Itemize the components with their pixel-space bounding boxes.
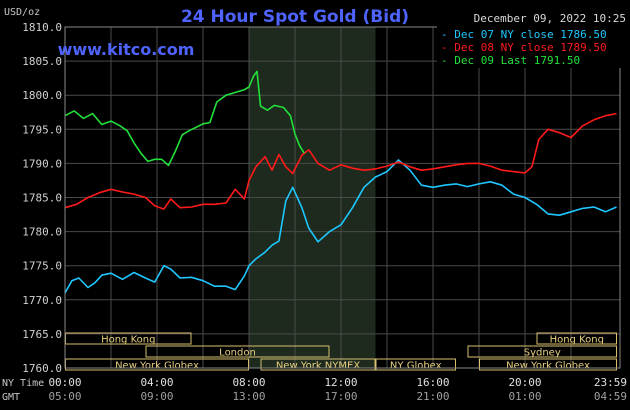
- y-tick-label: 1770.0: [22, 294, 62, 307]
- watermark: www.kitco.com: [58, 40, 195, 59]
- session-box: [467, 345, 617, 358]
- x-tick-label: 05:00: [48, 390, 81, 403]
- session-label: London: [219, 348, 256, 359]
- session-label: New York Globex: [115, 361, 199, 372]
- series-line: [64, 112, 617, 210]
- y-tick-label: 1780.0: [22, 226, 62, 239]
- y-tick-label: 1810.0: [22, 21, 62, 34]
- x-tick-label: 16:00: [416, 376, 449, 389]
- session-box: [536, 332, 617, 345]
- y-axis: 1810.0 1805.0 1800.0 1795.0 1790.0 1785.0 1780…: [22, 21, 62, 375]
- session-bar: Hong Kong: [536, 332, 617, 346]
- x-tick-label: 04:59: [594, 390, 627, 403]
- session-label: Sydney: [524, 348, 561, 359]
- legend-box: [437, 26, 621, 68]
- x-tick-label: 12:00: [324, 376, 357, 389]
- market-session-bars: Hong Kong Hong Kong London Sydney New York G…: [65, 332, 617, 372]
- session-label: New York NYMEX: [276, 361, 361, 372]
- y-tick-label: 1790.0: [22, 157, 62, 170]
- session-bar: London: [145, 345, 330, 359]
- session-box: [145, 345, 330, 358]
- legend-entry: - Dec 09 Last 1791.50: [441, 54, 580, 67]
- plot-border: [64, 26, 621, 369]
- gridlines: [65, 26, 620, 369]
- timestamp: December 09, 2022 10:25: [474, 12, 626, 25]
- x-tick-label: 23:59: [594, 376, 627, 389]
- x-tick-label: 13:00: [232, 390, 265, 403]
- y-tick-label: 1785.0: [22, 192, 62, 205]
- time-row-label: GMT: [2, 392, 20, 403]
- session-label: New York Globex: [506, 361, 590, 372]
- x-tick-label: 08:00: [232, 376, 265, 389]
- legend: - Dec 07 NY close 1786.50- Dec 08 NY clo…: [437, 26, 621, 68]
- session-box: [375, 358, 456, 371]
- session-label: Hong Kong: [550, 335, 604, 346]
- y-tick-label: 1765.0: [22, 328, 62, 341]
- y-tick-label: 1775.0: [22, 260, 62, 273]
- legend-entry: - Dec 08 NY close 1789.50: [441, 41, 607, 54]
- x-tick-label: 00:00: [48, 376, 81, 389]
- session-label: NY Globex: [390, 361, 442, 372]
- chart-title: 24 Hour Spot Gold (Bid): [181, 7, 409, 27]
- session-bar: New York NYMEX: [260, 358, 376, 372]
- series-line: [64, 70, 305, 167]
- session-box: [479, 358, 617, 371]
- x-tick-label: 09:00: [140, 390, 173, 403]
- session-box: [260, 358, 376, 371]
- session-bar: Sydney: [467, 345, 617, 359]
- legend-entry: - Dec 07 NY close 1786.50: [441, 28, 607, 41]
- y-tick-label: 1795.0: [22, 123, 62, 136]
- price-series: [64, 70, 617, 294]
- x-axis: NY Time 00:00 04:00 08:00 12:00 16:00 20:00 23:…: [2, 376, 627, 403]
- x-tick-label: 01:00: [508, 390, 541, 403]
- x-tick-label: 20:00: [508, 376, 541, 389]
- session-bar: New York Globex: [479, 358, 617, 372]
- time-row-label: NY Time: [2, 378, 44, 389]
- session-bar: NY Globex: [375, 358, 456, 372]
- unit-label: USD/oz: [4, 7, 40, 18]
- session-label: Hong Kong: [101, 335, 155, 346]
- series-line: [64, 159, 617, 294]
- x-tick-label: 21:00: [416, 390, 449, 403]
- y-tick-label: 1800.0: [22, 89, 62, 102]
- x-tick-label: 17:00: [324, 390, 357, 403]
- y-tick-label: 1760.0: [22, 362, 62, 375]
- y-tick-label: 1805.0: [22, 55, 62, 68]
- x-tick-label: 04:00: [140, 376, 173, 389]
